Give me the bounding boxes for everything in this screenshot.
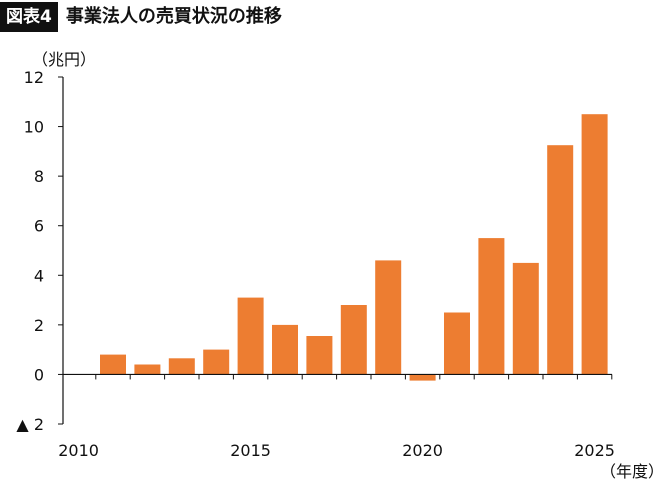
bar-2016 bbox=[272, 324, 298, 375]
chart-header: 図表4 事業法人の売買状況の推移 bbox=[0, 0, 282, 34]
y-tick-label: 8 bbox=[34, 167, 44, 186]
bar-2011 bbox=[100, 354, 126, 375]
y-axis-unit-label: （兆円） bbox=[32, 50, 97, 69]
figure-badge: 図表4 bbox=[0, 2, 58, 32]
y-tick-label: 12 bbox=[24, 68, 44, 87]
y-tick-label: 2 bbox=[34, 316, 44, 335]
bar-2013 bbox=[168, 358, 195, 375]
y-tick-label: 10 bbox=[24, 118, 44, 137]
bar-2018 bbox=[340, 305, 367, 375]
x-tick-label: 2010 bbox=[58, 441, 99, 460]
bar-2012 bbox=[134, 364, 161, 375]
x-tick-label: 2025 bbox=[574, 441, 615, 460]
bar-2014 bbox=[203, 349, 230, 375]
y-tick-label: 0 bbox=[34, 365, 44, 384]
chart-title: 事業法人の売買状況の推移 bbox=[65, 6, 282, 27]
x-axis-unit-label: （年度） bbox=[600, 462, 665, 481]
bar-2024 bbox=[547, 145, 574, 375]
y-tick-label: ▲ 2 bbox=[16, 415, 44, 434]
x-tick-label: 2015 bbox=[230, 441, 271, 460]
bar-2023 bbox=[512, 262, 539, 375]
bar-2015 bbox=[237, 297, 264, 375]
y-tick-label: 6 bbox=[34, 217, 44, 236]
bar-2019 bbox=[375, 260, 402, 375]
bar-2020 bbox=[409, 374, 436, 381]
bar-2025 bbox=[581, 114, 608, 375]
y-tick-label: 4 bbox=[34, 266, 44, 285]
bar-2022 bbox=[478, 238, 505, 375]
bar-2017 bbox=[306, 336, 333, 375]
x-tick-label: 2020 bbox=[402, 441, 443, 460]
bar-2021 bbox=[444, 312, 470, 375]
